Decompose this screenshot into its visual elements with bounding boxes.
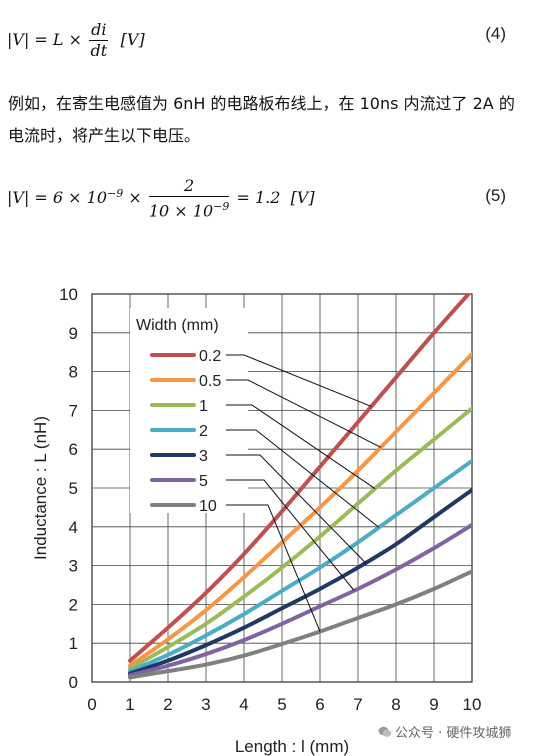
y-tick-label: 10: [59, 285, 78, 304]
y-axis-label: Inductance : L (nH): [31, 416, 50, 560]
x-tick-label: 6: [315, 695, 324, 714]
eq4-fraction: di dt: [89, 20, 109, 61]
eq5-lhs: |V| = 6 × 10: [7, 188, 108, 208]
inductance-chart: 0 1 2 3 4 5 6 7 8 9 10 0 1 2 3 4 5 6 7 8 9 10 Length : l (mm) I…: [31, 285, 482, 756]
legend-label-5: 5: [199, 473, 208, 490]
x-tick-label: 2: [163, 695, 172, 714]
x-tick-label: 10: [463, 695, 482, 714]
eq5-unit: [V]: [290, 188, 315, 208]
x-axis-label: Length : l (mm): [235, 737, 349, 756]
paragraph: 例如，在寄生电感值为 6nH 的电路板布线上，在 10ns 内流过了 2A 的电…: [8, 94, 515, 145]
x-tick-label: 4: [239, 695, 248, 714]
equation-4: |V| = L × di dt [V]: [7, 20, 145, 61]
x-tick-label: 1: [125, 695, 134, 714]
watermark: 公众号 · 硬件攻城狮: [378, 722, 511, 741]
eq4-unit: [V]: [120, 30, 145, 49]
legend-title: Width (mm): [136, 317, 219, 334]
x-tick-label: 8: [391, 695, 400, 714]
legend-label-1: 1: [199, 398, 208, 415]
legend-leader-2: [226, 429, 380, 528]
y-tick-label: 1: [69, 634, 78, 653]
y-tick-label: 0: [69, 673, 78, 692]
legend-box: [130, 308, 248, 513]
legend-label-2: 2: [199, 423, 208, 440]
wechat-icon: [378, 726, 392, 737]
eq4-denominator: dt: [90, 41, 108, 60]
legend-leader-0.5: [226, 379, 382, 448]
series-line-1: [128, 406, 472, 671]
legend-label-0.5: 0.5: [199, 373, 221, 390]
legend-leader-1: [226, 404, 376, 490]
eq5-times: ×: [128, 188, 142, 208]
legend-leader-5: [226, 479, 355, 591]
y-tick-label: 5: [69, 479, 78, 498]
eq4-numerator: di: [89, 20, 109, 41]
series-line-0.2: [128, 294, 472, 663]
eq5-fraction: 2 10 × 10−9: [148, 176, 230, 221]
y-tick-label: 8: [69, 363, 78, 382]
legend-label-3: 3: [199, 448, 208, 465]
x-tick-label: 3: [201, 695, 210, 714]
x-tick-label: 9: [429, 695, 438, 714]
equation-5: |V| = 6 × 10−9 × 2 10 × 10−9 = 1.2 [V]: [7, 176, 315, 221]
eq5-exponent: −9: [107, 186, 124, 200]
eq5-result: = 1.2: [236, 188, 281, 208]
legend-leader-3: [226, 454, 366, 564]
y-tick-label: 4: [69, 518, 78, 537]
eq5-numerator: 2: [148, 176, 230, 197]
series-line-3: [128, 487, 472, 676]
y-tick-label: 7: [69, 401, 78, 420]
eq5-number: (5): [485, 186, 506, 205]
y-tick-label: 6: [69, 440, 78, 459]
x-tick-label: 7: [353, 695, 362, 714]
legend-label-0.2: 0.2: [199, 348, 221, 365]
y-tick-label: 9: [69, 324, 78, 343]
legend-label-10: 10: [199, 498, 217, 515]
watermark-text: 公众号 · 硬件攻城狮: [395, 726, 512, 741]
x-tick-label: 5: [277, 695, 286, 714]
eq4-lhs: |V| = L ×: [7, 30, 83, 49]
legend-leader-10: [226, 504, 321, 632]
series-line-2: [128, 458, 472, 674]
eq5-denominator: 10 × 10−9: [148, 200, 230, 221]
y-tick-label: 2: [69, 595, 78, 614]
series-line-5: [128, 522, 472, 678]
legend-leader-0.2: [226, 354, 372, 407]
eq4-number: (4): [485, 24, 506, 43]
y-tick-label: 3: [69, 557, 78, 576]
series-line-10: [128, 569, 472, 680]
x-tick-label: 0: [87, 695, 96, 714]
